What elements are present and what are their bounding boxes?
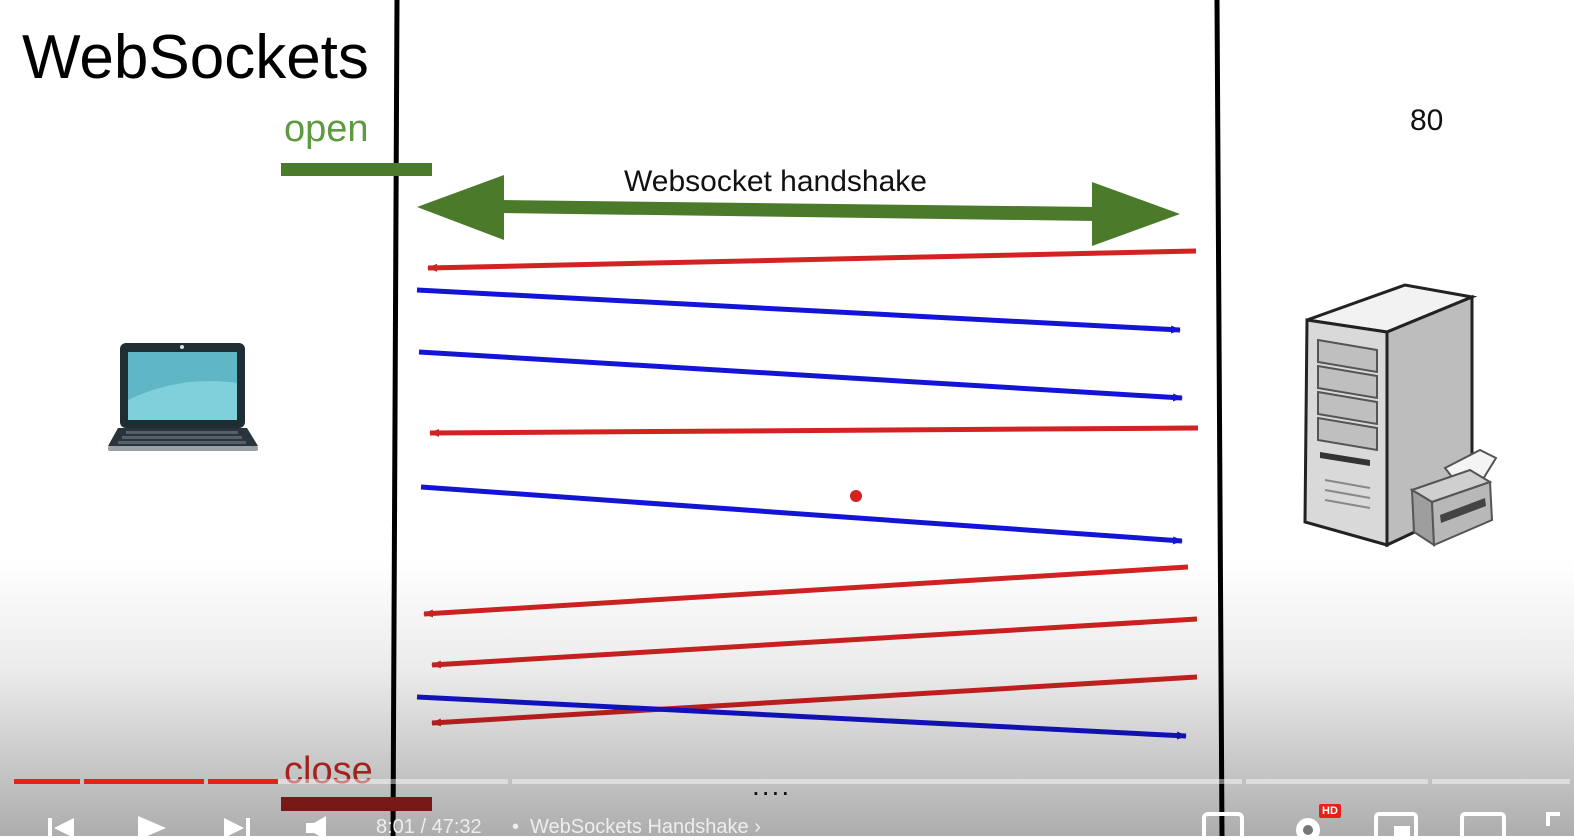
hd-badge: HD [1319, 804, 1341, 818]
laptop-icon [108, 343, 258, 451]
server-lifeline [1214, 0, 1225, 836]
message-arrow-client-to-server [418, 349, 1183, 402]
chapter-segment[interactable] [1432, 779, 1570, 784]
time-display: 8:01 / 47:32 [376, 816, 482, 838]
volume-icon[interactable] [302, 810, 338, 838]
message-arrow-server-to-client [423, 564, 1189, 618]
play-icon[interactable] [132, 810, 168, 838]
port-label: 80 [1410, 104, 1444, 137]
captions-icon[interactable] [1202, 812, 1244, 840]
open-label: open [284, 108, 369, 150]
fullscreen-icon[interactable] [1544, 810, 1574, 838]
chapter-segment[interactable] [1246, 779, 1428, 784]
chapter-segment[interactable] [512, 779, 1242, 784]
message-arrow-server-to-client [431, 616, 1198, 669]
slide-title: WebSockets [22, 23, 369, 92]
close-label: close [284, 750, 373, 792]
message-arrow-client-to-server [416, 287, 1181, 334]
skip-next-icon[interactable] [220, 810, 256, 838]
chapter-title-text: WebSockets Handshake [530, 816, 749, 838]
chapter-separator: • [512, 816, 520, 838]
server-icon [1303, 283, 1478, 548]
chapter-dots[interactable]: .... [752, 770, 792, 801]
chapter-segment[interactable] [84, 779, 204, 784]
close-bar [281, 797, 432, 811]
gear-icon[interactable] [1290, 808, 1326, 840]
skip-previous-icon[interactable] [44, 810, 80, 838]
client-lifeline [390, 0, 400, 836]
message-arrow-client-to-server [420, 484, 1183, 545]
chapter-segment[interactable] [208, 779, 278, 784]
chapter-title[interactable]: WebSockets Handshake › [530, 816, 761, 839]
progress-bar[interactable] [14, 779, 1570, 784]
player-controls: 8:01 / 47:32 • WebSockets Handshake › HD [0, 804, 1574, 840]
open-bar [281, 163, 432, 176]
message-arrow-server-to-client [429, 425, 1199, 437]
pointer-dot [850, 490, 862, 502]
chevron-right-icon: › [754, 816, 761, 838]
printer-icon [1409, 448, 1498, 547]
message-arrow-server-to-client [431, 674, 1198, 727]
theater-icon[interactable] [1460, 812, 1506, 840]
message-arrow-client-to-server [416, 694, 1187, 740]
handshake-arrow [417, 175, 1180, 246]
handshake-label: Websocket handshake [624, 165, 927, 198]
chapter-segment[interactable] [14, 779, 80, 784]
message-arrow-server-to-client [427, 248, 1197, 272]
miniplayer-icon[interactable] [1374, 812, 1418, 840]
chapter-segment[interactable] [278, 779, 508, 784]
